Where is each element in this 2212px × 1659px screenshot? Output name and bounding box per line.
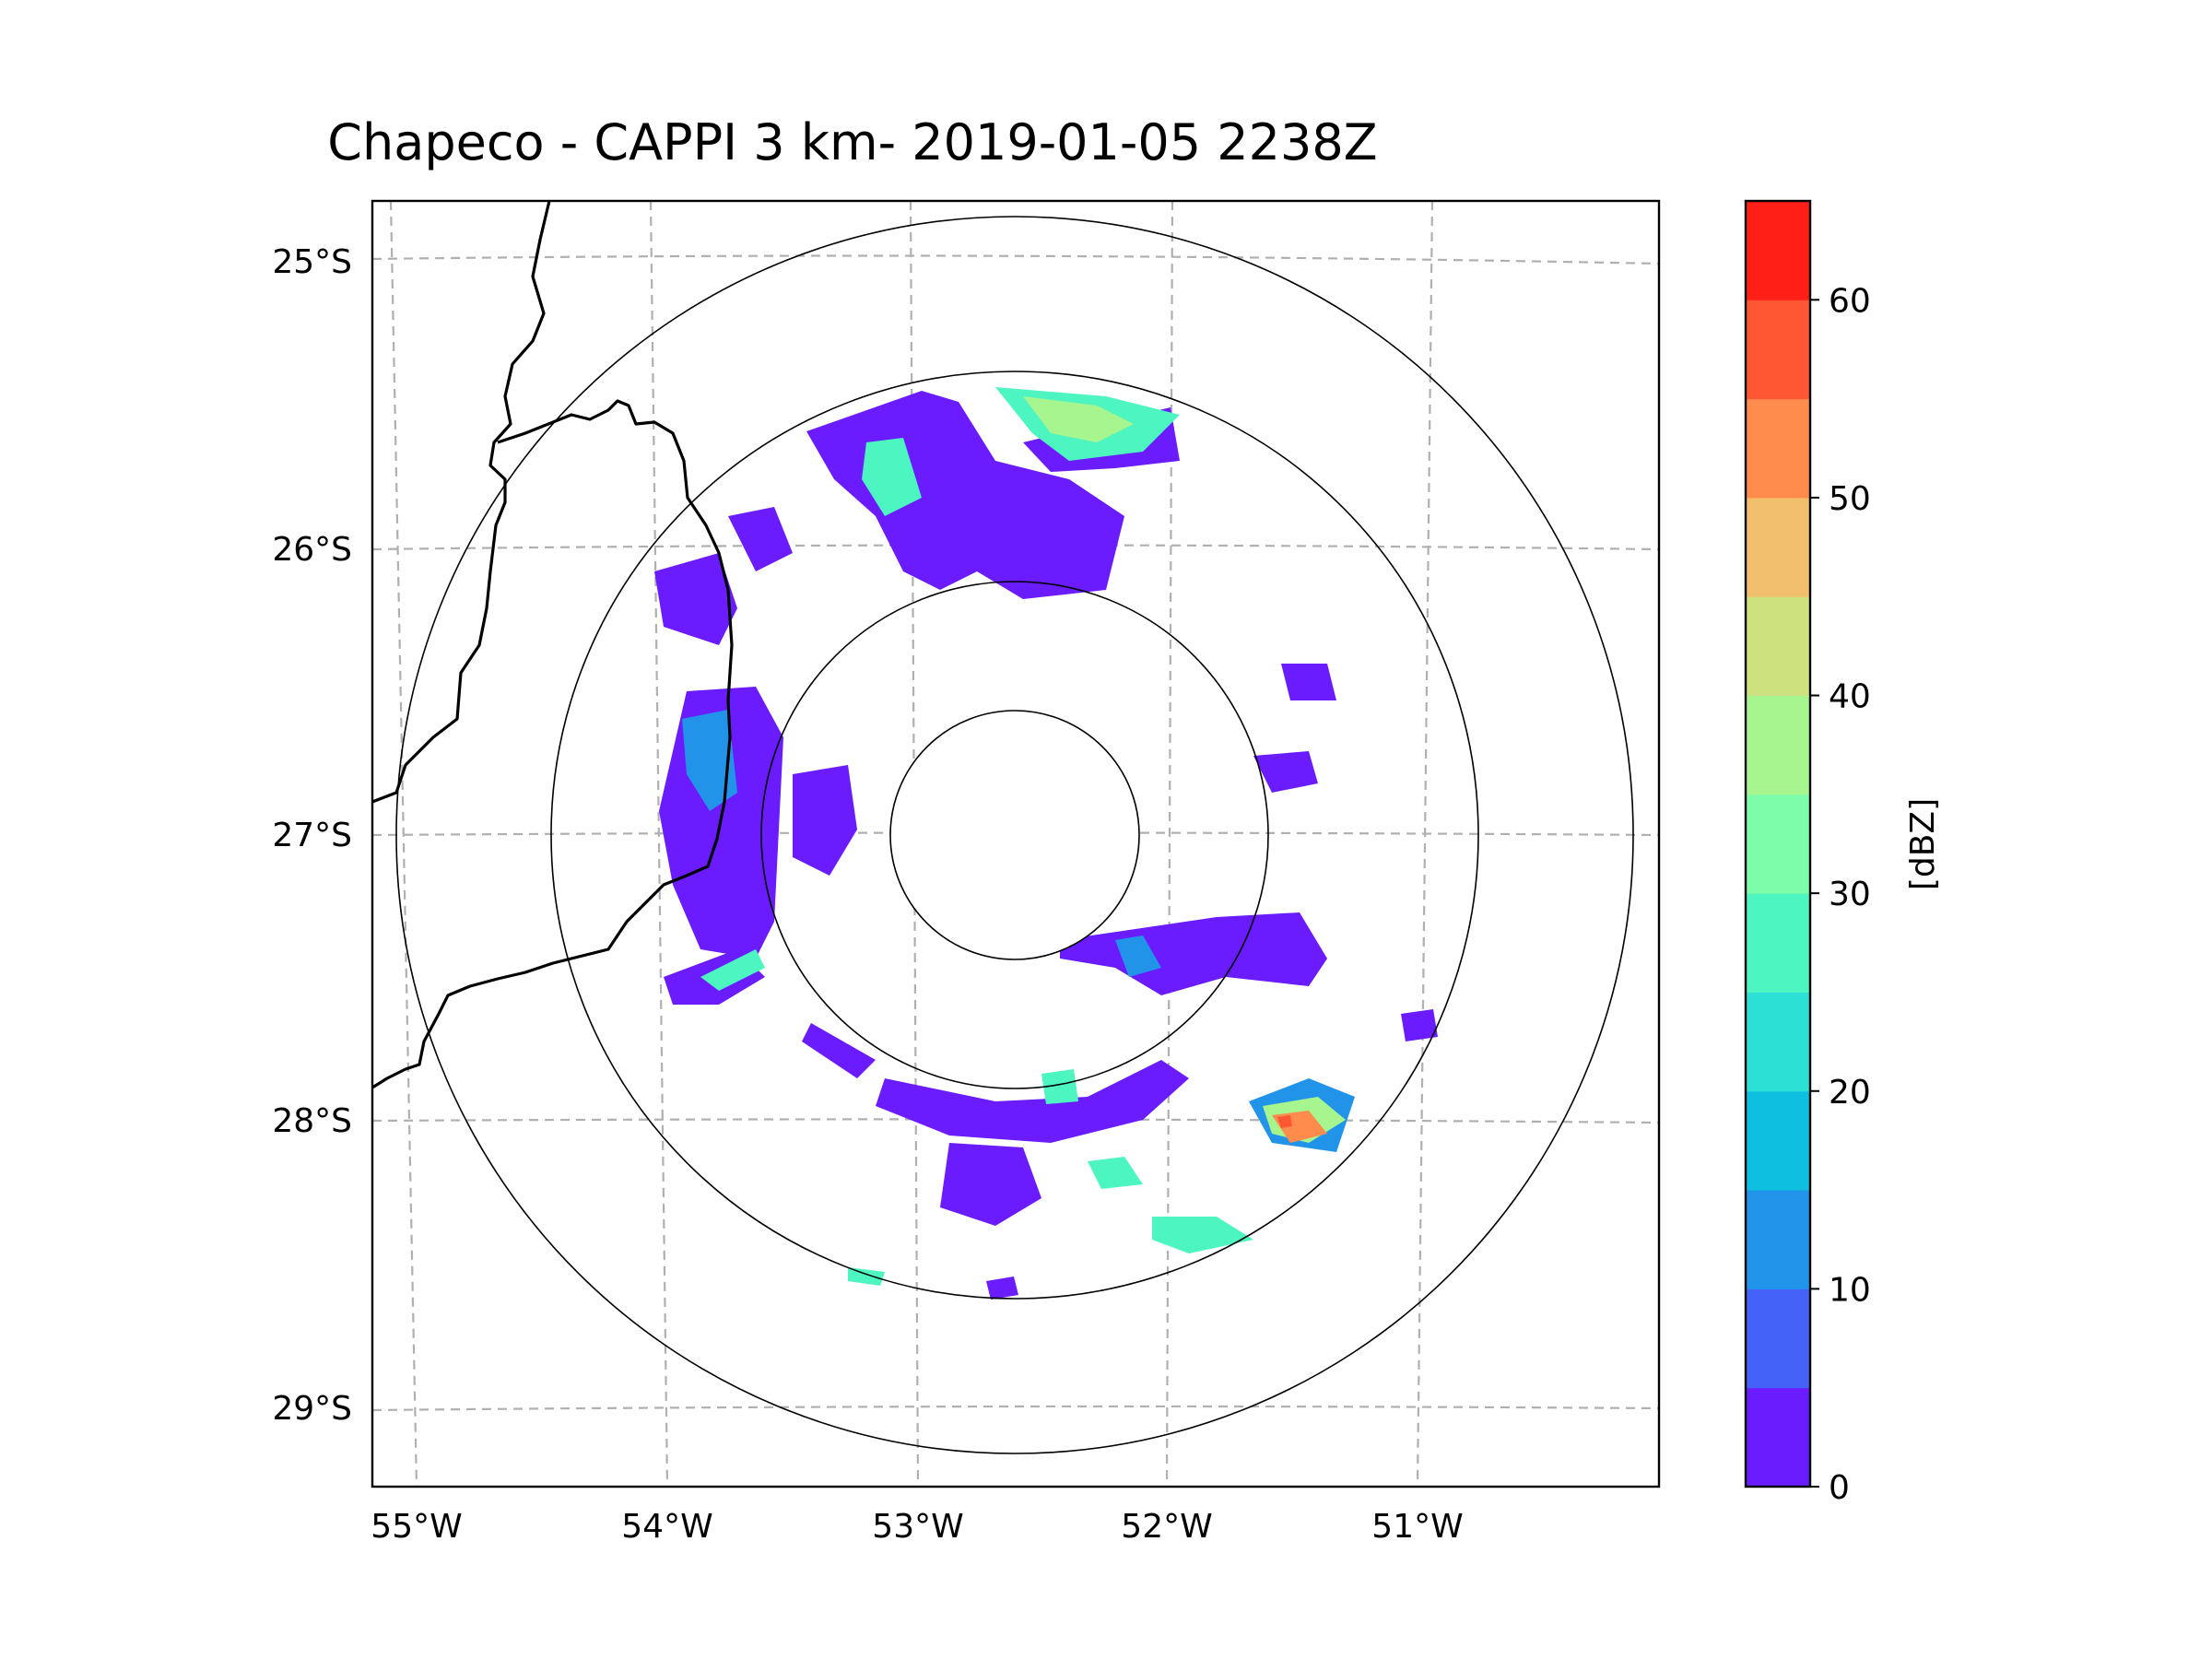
colorbar-segment [1746,497,1810,597]
echo-south-ring [876,1060,1189,1143]
echo-southeast-core [1115,935,1161,977]
colorbar-frame [1744,199,1812,1488]
colorbar-tick-label: 50 [1829,480,1871,518]
lon-label-51w: 51°W [1371,1508,1463,1546]
range-ring-1 [889,710,1140,960]
colorbar-segment [1746,596,1810,697]
lon-label-53w: 53°W [872,1508,963,1546]
echo-west-core [682,710,737,811]
lat-label-25s: 25°S [272,243,352,281]
colorbar-segment [1746,1190,1810,1289]
map-frame [371,199,1661,1488]
echo-south-far [986,1277,1018,1300]
range-ring-3 [550,371,1479,1300]
echo-southeast-band [1060,912,1327,995]
range-rings [395,216,1634,1454]
echo-south-c [1152,1217,1253,1253]
echo-northwest [654,553,737,645]
map-panel [371,199,1661,1488]
echo-east-small-2 [1281,664,1336,700]
echo-north-core [1023,396,1134,442]
lat-label-27s: 27°S [272,817,352,854]
colorbar-tick-label: 20 [1829,1074,1871,1112]
colorbar-segment [1746,398,1810,499]
colorbar-tick-label: 10 [1829,1271,1871,1309]
colorbar-label: [dBZ] [1904,798,1942,890]
echo-southwest-streak [700,949,765,991]
meridian-54w [649,201,669,1487]
lat-labels: 25°S 26°S 27°S 28°S 29°S [272,243,352,1428]
colorbar-segment [1746,1090,1810,1191]
political-borders [372,201,734,1089]
echo-east-small [1253,751,1318,793]
parallel-29s [372,1405,1659,1412]
colorbar-segment [1746,1387,1810,1488]
echo-severe-peak [1277,1115,1292,1128]
chart-title: Chapeco - CAPPI 3 km- 2019-01-05 2238Z [327,113,1378,171]
colorbar-ticks: 0 10 20 30 40 50 60 [1810,282,1871,1507]
echo-far-south [848,1267,885,1286]
colorbar-tick-label: 30 [1829,876,1871,913]
lat-label-26s: 26°S [272,531,352,569]
echo-west-inner [793,765,857,876]
echo-northwest-2 [728,507,793,571]
colorbar-tick-label: 40 [1829,678,1871,716]
colorbar-segment [1746,992,1810,1092]
lat-label-29s: 29°S [272,1390,352,1428]
colorbar-segments [1746,201,1810,1488]
colorbar-segment [1746,201,1810,300]
range-ring-4 [395,216,1634,1454]
colorbar-tick-label: 60 [1829,282,1871,320]
echo-south-cluster [940,1143,1041,1226]
colorbar: 0 10 20 30 40 50 60 [dBZ] [1744,199,1942,1507]
colorbar-segment [1746,1288,1810,1389]
meridian-55w [389,201,418,1487]
radar-inner-blank [890,711,1139,959]
colorbar-segment [1746,300,1810,400]
lat-label-28s: 28°S [272,1102,352,1140]
colorbar-segment [1746,695,1810,795]
range-ring-2 [760,581,1269,1089]
echoes-severe-peak [1277,1115,1292,1128]
parallel-25s [372,254,1659,265]
lon-label-54w: 54°W [621,1508,712,1546]
colorbar-segment [1746,794,1810,894]
colorbar-tick-label: 0 [1829,1469,1850,1507]
colorbar-segment [1746,893,1810,993]
echo-ring-southwest [802,1023,876,1078]
echo-south-b [1088,1157,1143,1189]
echo-north-left [862,438,922,516]
meridian-51w [1416,201,1434,1487]
echo-ring-south [1041,1069,1078,1104]
echo-far-east [1401,1009,1438,1041]
lon-labels: 55°W 54°W 53°W 52°W 51°W [371,1508,1463,1546]
border-east [372,399,734,1089]
lon-label-55w: 55°W [371,1508,462,1546]
radar-echoes [654,387,1438,1300]
border-west [372,201,551,804]
lon-label-52w: 52°W [1121,1508,1212,1546]
